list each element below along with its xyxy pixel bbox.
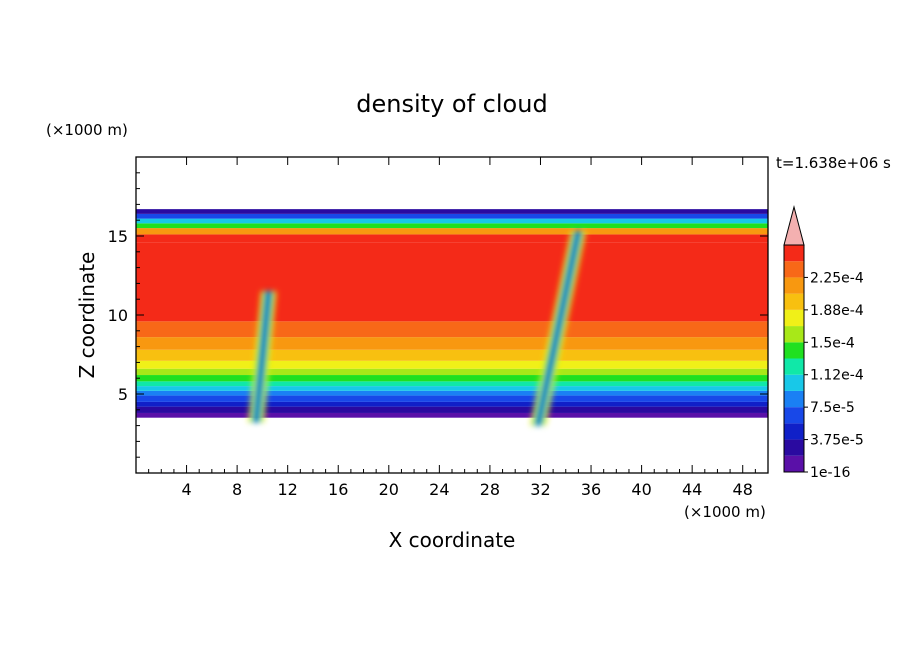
y-tick-label: 15 (108, 227, 128, 246)
field-band (136, 381, 768, 387)
field-band (136, 412, 768, 418)
colorbar-segment (784, 326, 804, 343)
colorbar-tick-label: 1.5e-4 (810, 335, 855, 351)
colorbar-segment (784, 390, 804, 408)
colorbar-segment (784, 293, 804, 310)
plume-layer-band (254, 291, 271, 423)
plume (529, 231, 587, 426)
field-band (136, 368, 768, 376)
y-axis-label: Z coordinate (75, 252, 99, 379)
colorbar-overflow-triangle (783, 205, 805, 246)
field-band (136, 390, 768, 396)
colorbar-segment (784, 245, 804, 262)
x-tick-label: 16 (328, 480, 348, 499)
field-band (136, 321, 768, 338)
colorbar: 1e-16 3.75e-5 7.5e-5 1.12e-4 1.5e-4 1.88e-4 2.… (783, 205, 864, 481)
density-field (136, 209, 768, 418)
field-band (136, 218, 768, 224)
y-unit-label: (×1000 m) (46, 121, 128, 139)
x-tick-label: 36 (581, 480, 601, 499)
colorbar-segment (784, 374, 804, 391)
colorbar-segment (784, 423, 804, 440)
field-band (136, 349, 768, 361)
time-label: t=1.638e+06 s (776, 154, 891, 172)
chart-title: density of cloud (356, 90, 547, 118)
x-tick-label: 32 (530, 480, 550, 499)
field-band (136, 242, 768, 322)
x-axis-ticks: 4 8 12 16 20 24 28 32 36 40 44 48 (148, 157, 756, 499)
colorbar-tick-label: 1.88e-4 (810, 303, 864, 319)
field-band (136, 228, 768, 235)
x-tick-label: 12 (278, 480, 298, 499)
x-axis-label: X coordinate (389, 528, 516, 552)
plume (248, 291, 277, 423)
colorbar-tick-label: 1e-16 (810, 465, 850, 481)
colorbar-tick-label: 2.25e-4 (810, 270, 864, 286)
colorbar-tick-label: 7.5e-5 (810, 400, 855, 416)
plume-layer-band (535, 231, 581, 426)
colorbar-segment (784, 261, 804, 278)
x-tick-label: 24 (429, 480, 449, 499)
x-tick-label: 28 (480, 480, 500, 499)
colorbar-segment (784, 309, 804, 327)
colorbar-segment (784, 407, 804, 424)
colorbar-segment (784, 455, 804, 472)
field-band (136, 401, 768, 407)
field-band (136, 395, 768, 402)
field-band (136, 406, 768, 413)
field-band (136, 213, 768, 219)
x-tick-label: 48 (733, 480, 753, 499)
field-band (136, 386, 768, 391)
x-tick-label: 44 (682, 480, 702, 499)
x-unit-label: (×1000 m) (684, 503, 766, 521)
x-tick-label: 4 (181, 480, 191, 499)
field-band (136, 375, 768, 382)
colorbar-tick-label: 3.75e-5 (810, 433, 864, 449)
x-tick-label: 8 (232, 480, 242, 499)
colorbar-tick-label: 1.12e-4 (810, 368, 864, 384)
field-band (136, 223, 768, 229)
field-band (136, 209, 768, 214)
colorbar-segment (784, 439, 804, 456)
y-tick-label: 5 (118, 385, 128, 404)
colorbar-segment (784, 277, 804, 294)
field-band (136, 337, 768, 350)
colorbar-segment (784, 358, 804, 375)
field-band (136, 234, 768, 243)
y-tick-label: 10 (108, 306, 128, 325)
convective-plumes (248, 231, 587, 426)
x-tick-label: 20 (379, 480, 399, 499)
x-tick-label: 40 (631, 480, 651, 499)
colorbar-segment (784, 342, 804, 359)
y-axis-ticks: 5 10 15 (108, 172, 768, 458)
field-band (136, 360, 768, 369)
